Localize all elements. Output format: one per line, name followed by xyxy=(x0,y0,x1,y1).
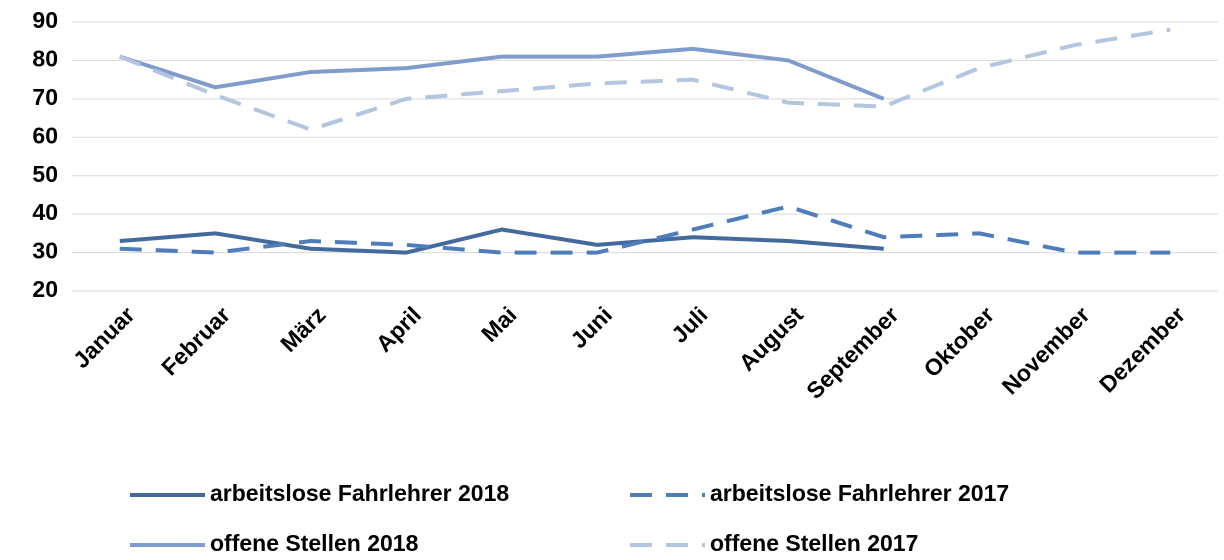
y-tick-label: 40 xyxy=(32,199,58,225)
y-tick-label: 80 xyxy=(32,46,58,72)
y-tick-label: 50 xyxy=(32,161,58,187)
series-line xyxy=(119,227,884,255)
series-line xyxy=(119,27,1171,132)
series-line xyxy=(119,204,1171,255)
x-tick-label: April xyxy=(371,301,426,356)
x-tick-label: Januar xyxy=(68,301,140,373)
x-tick-label: Juni xyxy=(565,301,617,353)
y-tick-label: 20 xyxy=(32,276,58,302)
x-tick-label: Dezember xyxy=(1094,301,1190,397)
x-tick-label: Juli xyxy=(666,301,712,347)
legend-label: offene Stellen 2017 xyxy=(710,530,918,556)
series-line xyxy=(119,46,885,101)
legend-label: offene Stellen 2018 xyxy=(210,530,419,556)
y-tick-label: 70 xyxy=(32,84,58,110)
legend-label: arbeitslose Fahrlehrer 2018 xyxy=(210,480,509,506)
x-tick-label: September xyxy=(801,301,903,403)
x-tick-label: März xyxy=(275,301,330,356)
y-tick-label: 90 xyxy=(32,7,58,33)
x-tick-label: August xyxy=(734,301,809,376)
x-tick-label: Februar xyxy=(156,301,235,380)
x-tick-label: November xyxy=(997,301,1095,399)
x-tick-label: Mai xyxy=(476,301,521,346)
y-tick-label: 30 xyxy=(32,238,58,264)
y-tick-label: 60 xyxy=(32,122,58,148)
x-tick-label: Oktober xyxy=(918,301,999,382)
legend-label: arbeitslose Fahrlehrer 2017 xyxy=(710,480,1009,506)
